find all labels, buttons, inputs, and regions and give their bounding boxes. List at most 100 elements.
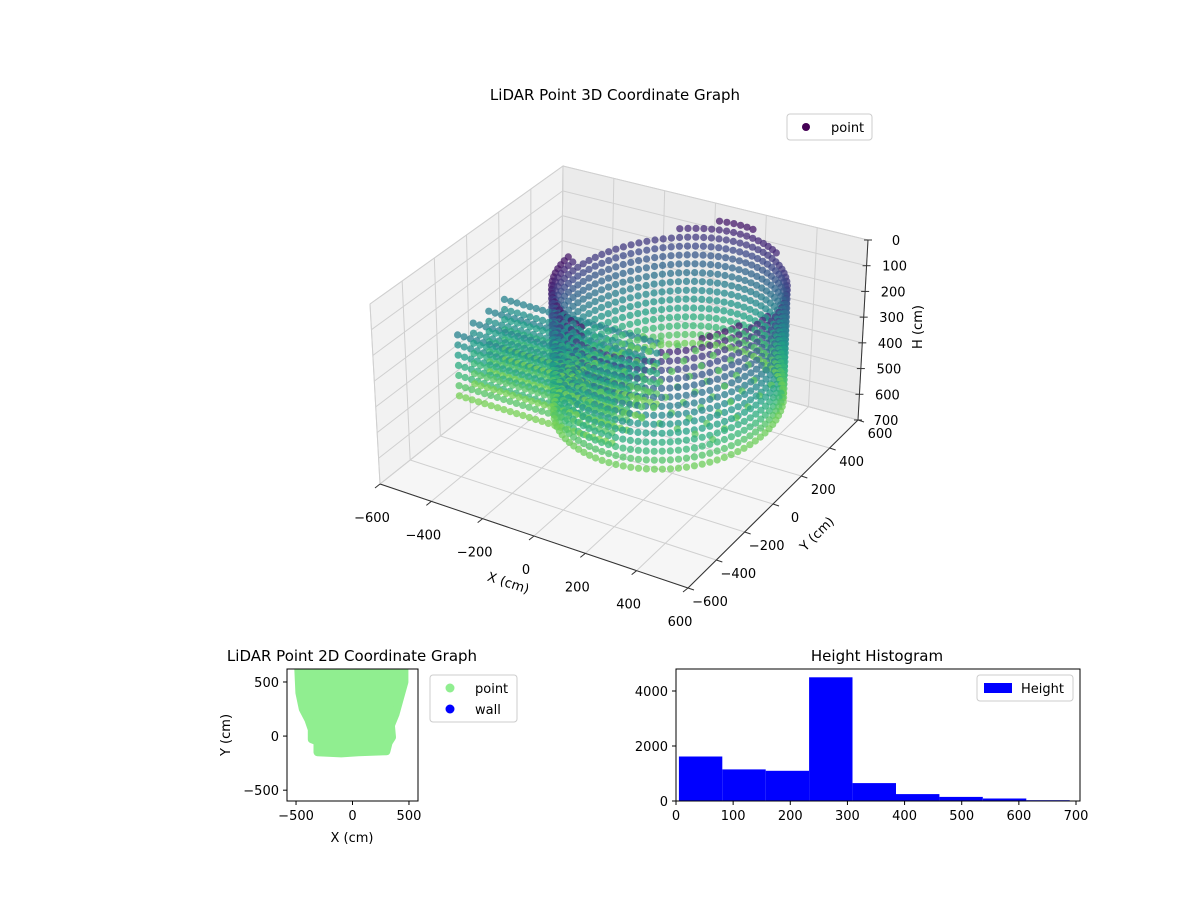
- point-322: [740, 303, 748, 311]
- point-2012: [666, 465, 675, 473]
- point-237: [650, 289, 658, 297]
- legend-2d: point wall: [429, 674, 518, 723]
- point-320: [526, 303, 534, 311]
- x-tick-mark-3: [528, 535, 535, 541]
- point-502: [618, 322, 627, 330]
- chart-2d-title: LiDAR Point 2D Coordinate Graph: [227, 647, 477, 665]
- point-1923: [746, 432, 754, 440]
- point-526: [532, 325, 541, 333]
- point-1907: [666, 429, 674, 437]
- point-163: [735, 275, 743, 283]
- point-1699: [487, 402, 495, 410]
- point-21: [667, 234, 676, 242]
- point-31: [736, 239, 744, 247]
- point-73: [591, 253, 599, 261]
- point-1976: [713, 447, 721, 455]
- point-126: [627, 267, 635, 275]
- point-11: [715, 226, 723, 234]
- point-5: [692, 224, 700, 232]
- point-1647: [528, 397, 536, 405]
- point-1843: [682, 418, 690, 426]
- point-189: [591, 280, 599, 288]
- point-1655: [474, 398, 483, 406]
- point-12: [723, 227, 731, 235]
- point-1471: [666, 384, 674, 392]
- legend-2d-label-point: point: [475, 682, 508, 697]
- point-1574: [487, 391, 495, 400]
- legend-hist-swatch: [984, 683, 1012, 693]
- point-1100: [476, 361, 485, 370]
- legend-2d-marker-wall: [445, 704, 455, 714]
- z-tick-label-6: 600: [875, 388, 900, 403]
- point-742: [618, 340, 626, 348]
- point-1476: [713, 384, 722, 392]
- point-505: [705, 323, 713, 331]
- x-tick-mark-5: [631, 570, 637, 576]
- y-tick-mark-2: [744, 531, 751, 535]
- point-979: [741, 354, 749, 363]
- histogram-bar-3: [809, 677, 853, 802]
- point-1968: [591, 445, 600, 453]
- x-tick-label-hist-5: 500: [949, 809, 974, 824]
- point-197: [642, 281, 650, 290]
- point-218: [682, 286, 690, 294]
- point-1500: [490, 386, 498, 394]
- point-19: [676, 233, 684, 242]
- point-1373: [496, 377, 504, 385]
- point-2000: [650, 456, 658, 464]
- point-1974: [666, 447, 674, 455]
- point-58: [627, 250, 635, 258]
- point-1425: [690, 381, 698, 389]
- point-1515: [528, 387, 536, 395]
- point-133: [675, 269, 683, 277]
- point-497: [697, 322, 705, 330]
- point-1854: [544, 419, 553, 427]
- point-1038: [735, 358, 743, 366]
- point-114: [642, 264, 651, 272]
- point-922: [454, 351, 462, 359]
- point-606: [454, 331, 462, 339]
- point-1883: [585, 424, 593, 433]
- z-tick-label-7: 700: [874, 414, 899, 429]
- point-1827: [585, 415, 593, 424]
- point-377: [634, 310, 642, 318]
- point-465: [469, 319, 477, 327]
- point-1463: [674, 383, 682, 391]
- x-tick-label-hist-2: 200: [778, 809, 803, 824]
- point-1582: [752, 392, 760, 400]
- point-1992: [682, 454, 691, 462]
- point-2001: [598, 456, 606, 464]
- point-1679: [481, 400, 489, 408]
- point-334: [697, 304, 706, 312]
- point-1898: [591, 427, 599, 435]
- point-1922: [604, 432, 613, 440]
- point-96: [699, 260, 707, 268]
- point-1973: [634, 446, 642, 454]
- point-91: [598, 259, 606, 267]
- point-1766: [721, 408, 729, 417]
- point-284: [658, 297, 666, 305]
- point-314: [734, 301, 742, 309]
- point-253: [585, 292, 593, 300]
- point-79: [643, 255, 651, 263]
- point-95: [675, 260, 683, 268]
- point-354: [720, 307, 728, 315]
- point-17: [684, 233, 692, 241]
- point-149: [612, 272, 620, 280]
- point-446: [485, 317, 493, 325]
- point-1838: [740, 417, 748, 425]
- point-513: [657, 323, 665, 331]
- histogram-bar-2: [765, 770, 810, 802]
- point-594: [681, 330, 689, 339]
- point-579: [469, 329, 478, 337]
- point-46: [651, 245, 659, 253]
- point-1997: [642, 456, 650, 464]
- point-336: [532, 304, 540, 313]
- point-1604: [515, 393, 523, 401]
- point-47: [722, 245, 730, 253]
- point-2008: [682, 463, 691, 471]
- point-1534: [698, 388, 706, 396]
- point-1953: [734, 439, 742, 447]
- point-395: [597, 312, 606, 320]
- point-1573: [509, 391, 517, 399]
